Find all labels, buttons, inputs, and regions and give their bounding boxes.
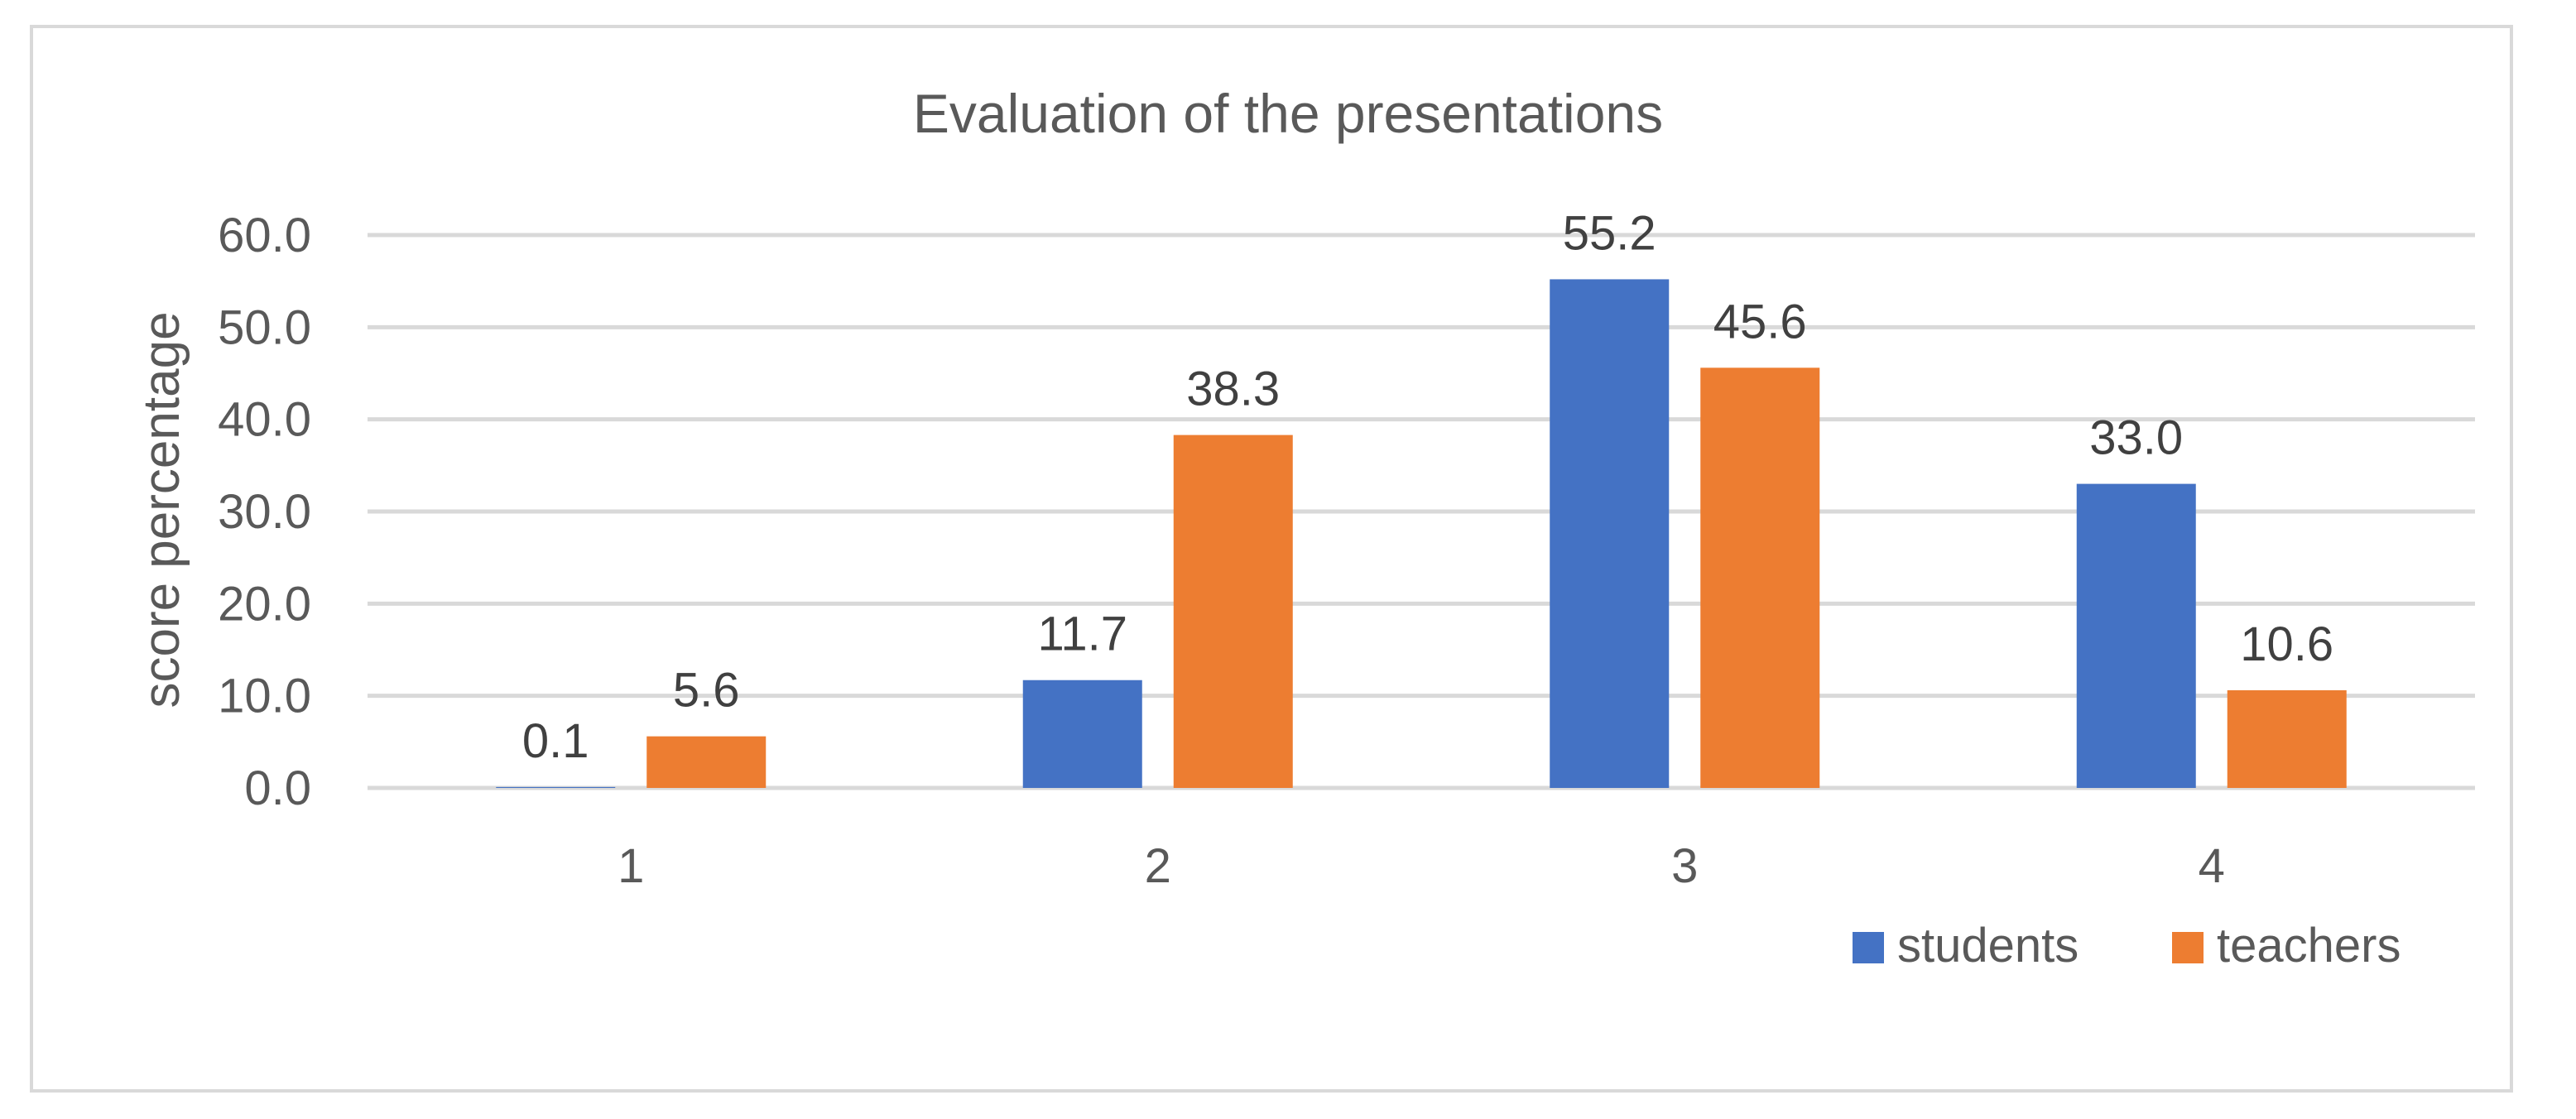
x-axis-ticks: 1 2 3 4 <box>618 839 2225 893</box>
legend-swatch-teachers <box>2172 932 2204 963</box>
bars <box>496 279 2347 788</box>
y-tick-label: 10.0 <box>218 670 311 723</box>
x-tick-label: 4 <box>2199 839 2225 893</box>
bar-students-4 <box>2076 483 2196 788</box>
bar-teachers-1 <box>646 736 767 788</box>
data-label-teachers-2: 38.3 <box>1186 363 1280 416</box>
data-label-teachers-3: 45.6 <box>1713 295 1807 348</box>
data-labels: 0.1 5.6 11.7 38.3 55.2 45.6 33.0 10.6 <box>522 206 2333 767</box>
y-axis-ticks: 0.0 10.0 20.0 30.0 40.0 50.0 60.0 <box>218 209 311 815</box>
legend-label-students: students <box>1897 919 2079 973</box>
y-tick-label: 20.0 <box>218 577 311 631</box>
legend: students teachers <box>1853 919 2401 973</box>
x-tick-label: 3 <box>1671 839 1698 893</box>
y-tick-label: 40.0 <box>218 393 311 447</box>
legend-swatch-students <box>1853 932 1884 963</box>
y-axis-title: score percentage <box>133 311 190 708</box>
data-label-teachers-4: 10.6 <box>2240 617 2333 671</box>
data-label-teachers-1: 5.6 <box>673 664 740 718</box>
bar-teachers-4 <box>2227 689 2347 788</box>
bar-students-2 <box>1022 680 1142 788</box>
y-tick-label: 30.0 <box>218 485 311 539</box>
bar-teachers-3 <box>1700 367 1820 788</box>
bar-students-1 <box>496 786 616 788</box>
bar-teachers-2 <box>1173 435 1293 788</box>
data-label-students-2: 11.7 <box>1037 608 1127 661</box>
chart-title: Evaluation of the presentations <box>913 83 1663 144</box>
y-tick-label: 0.0 <box>244 761 311 815</box>
data-label-students-3: 55.2 <box>1563 206 1656 260</box>
y-tick-label: 60.0 <box>218 209 311 262</box>
y-tick-label: 50.0 <box>218 300 311 354</box>
legend-label-teachers: teachers <box>2217 919 2401 973</box>
bar-students-3 <box>1550 279 1670 788</box>
x-tick-label: 2 <box>1145 839 1171 893</box>
x-tick-label: 1 <box>618 839 644 893</box>
data-label-students-1: 0.1 <box>522 714 589 768</box>
data-label-students-4: 33.0 <box>2089 411 2183 465</box>
